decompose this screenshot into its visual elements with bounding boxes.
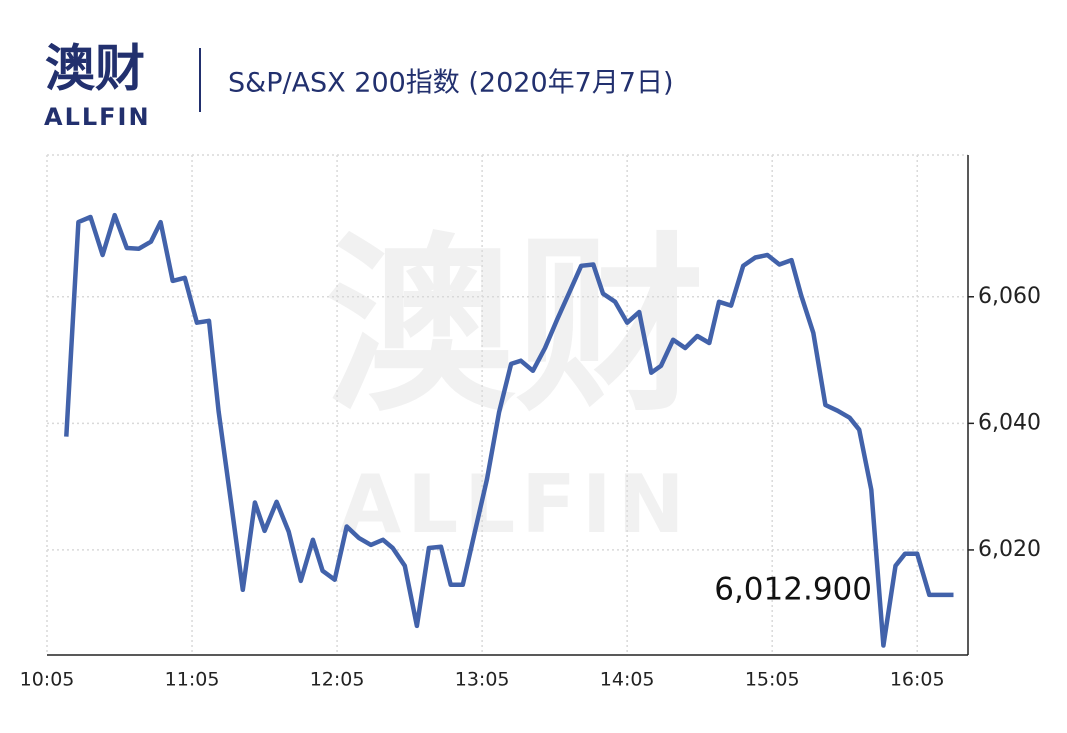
watermark: 澳财 [325, 216, 705, 437]
y-tick-label: 6,060 [978, 284, 1041, 309]
x-tick-label: 10:05 [20, 669, 75, 691]
logo: 澳财 [45, 40, 145, 98]
x-tick-label: 15:05 [745, 669, 800, 691]
logo-sub: ALLFIN [44, 103, 151, 131]
chart-title: S&P/ASX 200指数 (2020年7月7日) [228, 68, 674, 99]
x-tick-label: 14:05 [600, 669, 655, 691]
x-tick-label: 11:05 [165, 669, 220, 691]
watermark-sub: ALLFIN [339, 458, 690, 551]
x-tick-label: 12:05 [310, 669, 365, 691]
x-tick-label: 13:05 [455, 669, 510, 691]
value-label: 6,012.900 [714, 571, 872, 607]
x-tick-label: 16:05 [890, 669, 945, 691]
y-tick-label: 6,040 [978, 410, 1041, 435]
y-tick-label: 6,020 [978, 537, 1041, 562]
line [64, 212, 954, 648]
